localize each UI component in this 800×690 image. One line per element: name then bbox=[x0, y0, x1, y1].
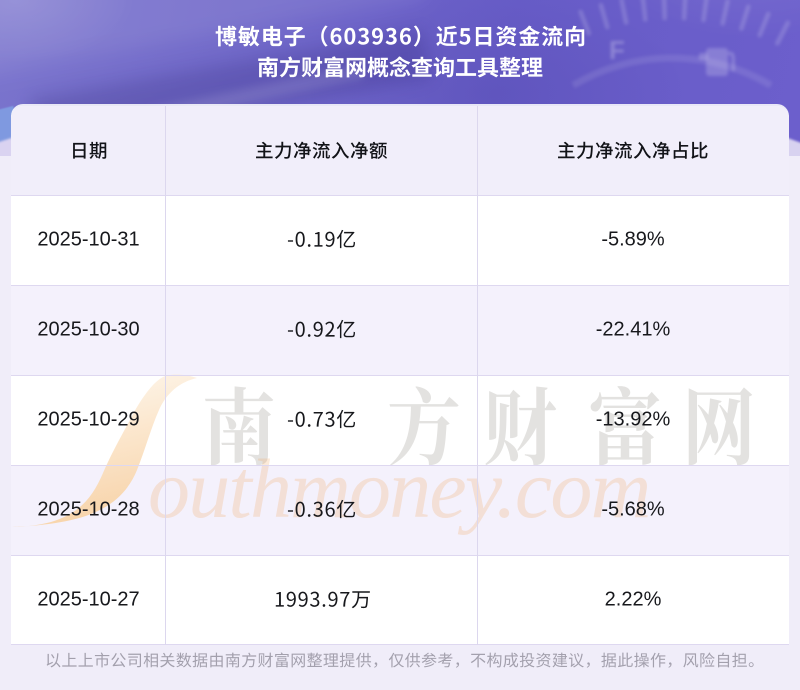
svg-text:F: F bbox=[609, 35, 625, 65]
